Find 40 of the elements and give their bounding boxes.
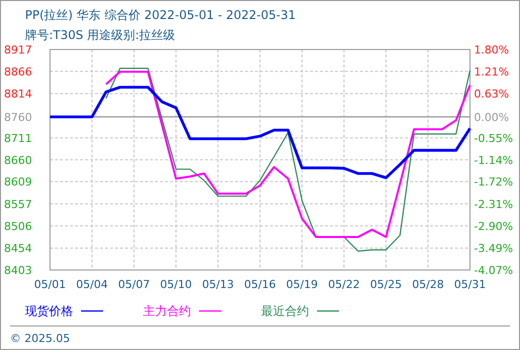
y2-tick-label: -4.07% — [474, 264, 513, 277]
y-tick-label: 8866 — [4, 65, 32, 78]
legend-label: 最近合约 — [261, 304, 309, 318]
y2-tick-label: -2.31% — [474, 198, 513, 211]
x-tick-label: 05/25 — [370, 278, 402, 291]
y2-tick-label: 0.63% — [474, 87, 509, 100]
y-tick-label: 8403 — [4, 264, 32, 277]
chart-title: PP(拉丝) 华东 综合价 2022-05-01 - 2022-05-31 — [25, 8, 296, 22]
x-tick-label: 05/13 — [202, 278, 234, 291]
y-tick-label: 8609 — [4, 176, 32, 189]
y2-tick-label: -0.55% — [474, 132, 513, 145]
y2-tick-label: 1.80% — [474, 44, 509, 56]
y2-tick-label: -3.49% — [474, 242, 513, 256]
x-tick-label: 05/07 — [118, 278, 150, 291]
x-tick-label: 05/19 — [286, 278, 318, 291]
y-tick-label: 8917 — [4, 44, 32, 56]
y-tick-label: 8557 — [4, 198, 32, 211]
x-tick-label: 05/01 — [34, 278, 66, 291]
legend-label: 现货价格 — [25, 304, 73, 318]
x-tick-label: 05/04 — [76, 278, 108, 291]
x-tick-label: 05/16 — [244, 278, 276, 291]
x-tick-label: 05/31 — [454, 278, 486, 291]
y-tick-label: 8814 — [4, 88, 32, 101]
chart-subtitle: 牌号:T30S 用途级别:拉丝级 — [25, 28, 176, 42]
x-tick-label: 05/22 — [328, 278, 360, 291]
text: © 2025.05 — [10, 332, 70, 345]
y-tick-label: 8711 — [4, 132, 32, 145]
y2-tick-label: 0.00% — [474, 111, 509, 124]
line-series — [48, 86, 472, 180]
y-tick-label: 8760 — [4, 110, 32, 124]
x-tick-label: 05/10 — [160, 278, 192, 291]
y2-tick-label: -2.90% — [474, 220, 513, 234]
y2-tick-label: 1.21% — [474, 66, 509, 79]
y-tick-label: 8454 — [4, 242, 32, 256]
y-tick-label: 8660 — [4, 154, 32, 167]
x-tick-label: 05/28 — [412, 278, 444, 291]
y-tick-label: 8506 — [4, 220, 32, 233]
y2-tick-label: -1.14% — [474, 154, 513, 167]
y2-tick-label: -1.72% — [474, 176, 513, 189]
legend-label: 主力合约 — [143, 304, 191, 318]
